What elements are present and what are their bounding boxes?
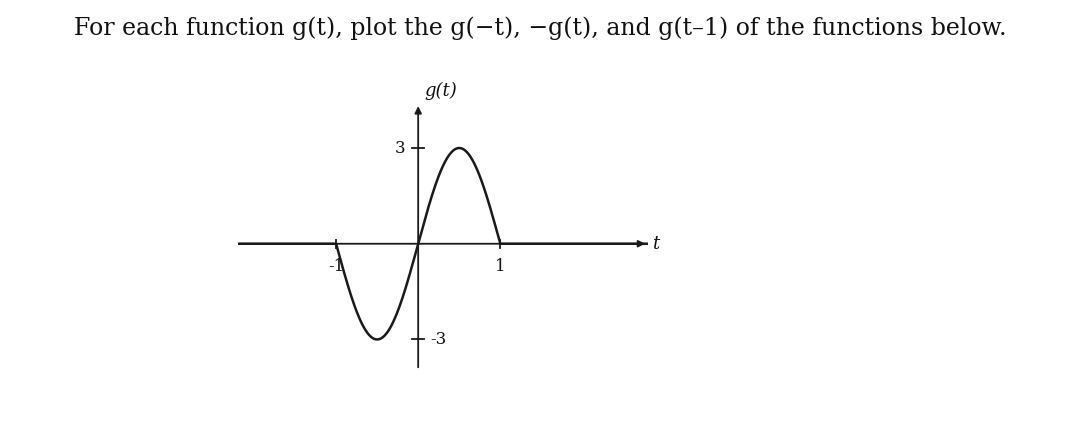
Text: 3: 3 [395,139,406,157]
Text: -3: -3 [431,331,447,348]
Text: -1: -1 [328,258,345,275]
Text: g(t): g(t) [424,82,458,100]
Text: For each function g(t), plot the g(−t), −g(t), and g(t–1) of the functions below: For each function g(t), plot the g(−t), … [73,17,1007,40]
Text: 1: 1 [495,258,505,275]
Text: t: t [652,235,660,253]
